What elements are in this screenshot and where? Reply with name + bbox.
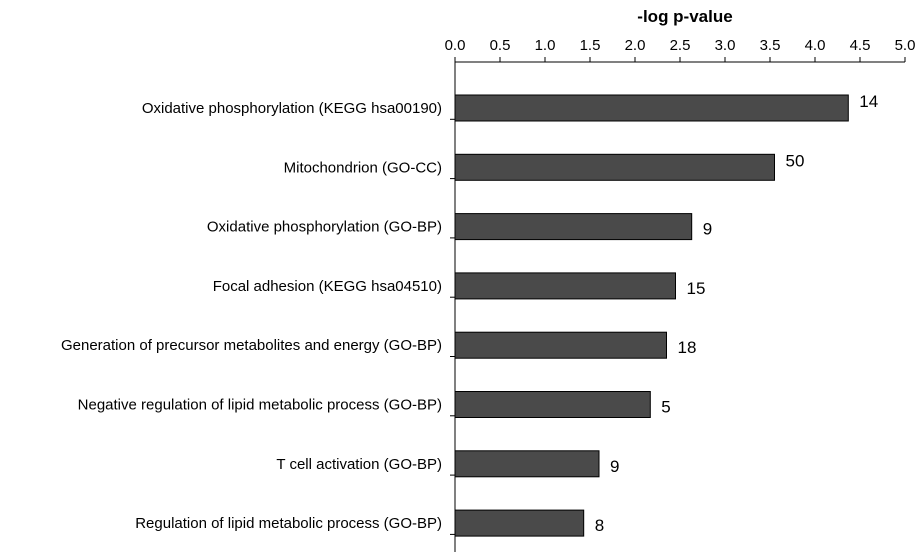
data-label: 5 (661, 398, 670, 417)
x-tick-label: 2.0 (625, 37, 646, 54)
x-tick-label: 3.0 (715, 37, 736, 54)
data-label: 9 (610, 457, 619, 476)
data-label: 14 (859, 92, 878, 111)
bar (454, 272, 676, 300)
x-tick-label: 2.5 (670, 37, 691, 54)
data-label: 8 (595, 516, 604, 535)
bar (454, 94, 849, 122)
bar (454, 153, 775, 181)
x-tick-label: 3.5 (760, 37, 781, 54)
category-label: Generation of precursor metabolites and … (61, 337, 442, 354)
category-label: T cell activation (GO-BP) (276, 456, 442, 473)
data-label: 9 (703, 220, 712, 239)
category-label: Focal adhesion (KEGG hsa04510) (213, 278, 442, 295)
x-tick-label: 1.5 (580, 37, 601, 54)
data-label: 50 (786, 151, 805, 170)
x-axis-title: -log p-value (637, 7, 732, 26)
bar (454, 509, 585, 537)
x-tick-label: 4.0 (805, 37, 826, 54)
category-label: Negative regulation of lipid metabolic p… (78, 397, 442, 414)
bar (454, 331, 667, 359)
category-label: Regulation of lipid metabolic process (G… (135, 515, 442, 532)
bar (454, 391, 651, 418)
data-label: 15 (687, 279, 706, 298)
x-tick-label: 5.0 (895, 37, 916, 54)
category-label: Mitochondrion (GO-CC) (284, 159, 442, 176)
x-tick-label: 0.0 (445, 37, 466, 54)
bar (454, 213, 693, 241)
bar (454, 450, 600, 478)
x-tick-label: 0.5 (490, 37, 511, 54)
x-tick-label: 4.5 (850, 37, 871, 54)
category-label: Oxidative phosphorylation (KEGG hsa00190… (142, 100, 442, 117)
data-label: 18 (678, 338, 697, 357)
x-tick-label: 1.0 (535, 37, 556, 54)
category-label: Oxidative phosphorylation (GO-BP) (207, 219, 442, 236)
